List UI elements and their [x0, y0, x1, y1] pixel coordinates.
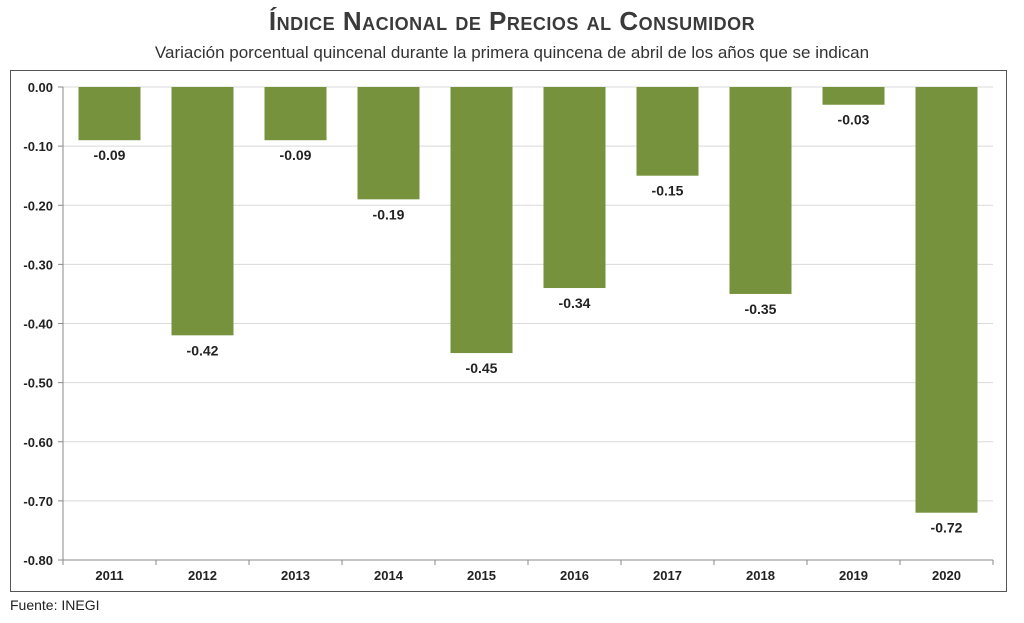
x-tick-label: 2011 [95, 568, 123, 583]
x-tick-label: 2019 [839, 568, 868, 583]
y-tick-label: -0.60 [23, 435, 53, 450]
y-tick-label: -0.70 [23, 494, 53, 509]
y-tick-label: -0.40 [23, 317, 53, 332]
bar-2015 [450, 87, 513, 354]
source-note: Fuente: INEGI [10, 597, 100, 613]
bar-2012 [171, 87, 234, 336]
y-tick-label: -0.30 [23, 257, 53, 272]
x-tick-label: 2013 [281, 568, 310, 583]
x-tick-label: 2012 [188, 568, 217, 583]
data-label-2017: -0.15 [652, 183, 684, 199]
chart-title: Índice Nacional de Precios al Consumidor [268, 6, 756, 36]
x-tick-label: 2016 [560, 568, 589, 583]
data-label-2019: -0.03 [838, 112, 870, 128]
bar-2017 [636, 87, 699, 176]
y-tick-label: -0.80 [23, 553, 53, 568]
bar-2014 [357, 87, 420, 200]
y-tick-label: -0.50 [23, 376, 53, 391]
data-label-2016: -0.34 [559, 295, 591, 311]
chart-subtitle: Variación porcentual quincenal durante l… [154, 43, 870, 62]
x-tick-label: 2020 [932, 568, 961, 583]
x-tick-label: 2017 [653, 568, 682, 583]
data-label-2013: -0.09 [280, 147, 312, 163]
data-label-2020: -0.72 [931, 520, 963, 536]
y-tick-label: 0.00 [28, 80, 53, 95]
bar-2011 [78, 87, 141, 141]
y-tick-label: -0.10 [23, 139, 53, 154]
x-tick-label: 2018 [746, 568, 775, 583]
bar-2013 [264, 87, 327, 141]
data-label-2018: -0.35 [745, 301, 777, 317]
y-tick-label: -0.20 [23, 198, 53, 213]
bar-2016 [543, 87, 606, 289]
data-label-2014: -0.19 [373, 206, 405, 222]
bar-2020 [915, 87, 978, 513]
data-label-2015: -0.45 [466, 360, 498, 376]
x-tick-label: 2014 [374, 568, 404, 583]
data-label-2012: -0.42 [187, 342, 219, 358]
bar-2018 [729, 87, 792, 294]
x-tick-label: 2015 [467, 568, 496, 583]
data-label-2011: -0.09 [94, 147, 126, 163]
bar-2019 [822, 87, 885, 105]
